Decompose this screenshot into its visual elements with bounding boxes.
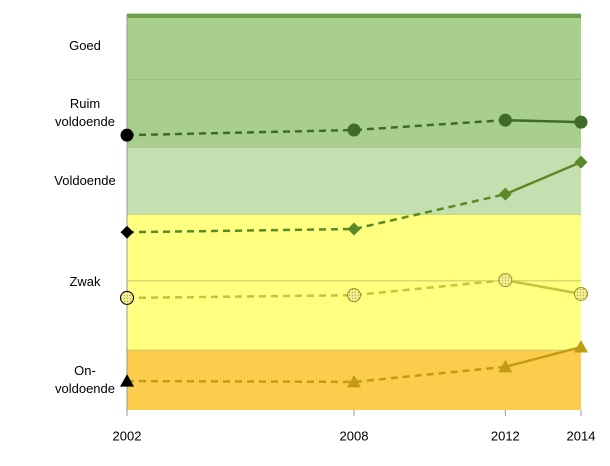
band-label: Goed — [69, 38, 101, 54]
marker — [347, 222, 361, 236]
line-solid — [504, 160, 582, 196]
x-tick-label: 2014 — [567, 428, 596, 443]
x-tick-label: 2008 — [340, 428, 369, 443]
line-dashed — [126, 278, 506, 300]
marker — [574, 340, 588, 353]
band — [127, 78, 581, 148]
line-solid — [505, 345, 582, 369]
marker — [347, 288, 361, 303]
marker — [120, 225, 134, 239]
marker — [498, 113, 512, 127]
marker — [574, 155, 588, 169]
marker — [498, 273, 513, 288]
band-label: Ruim voldoende — [55, 96, 115, 129]
marker — [574, 115, 588, 129]
x-tick-label: 2002 — [113, 428, 142, 443]
marker — [120, 128, 134, 142]
marker — [347, 123, 361, 137]
marker — [120, 374, 134, 387]
band-label: On-voldoende — [55, 362, 115, 396]
band-label: Zwak — [69, 273, 101, 289]
x-tick-label: 2012 — [491, 428, 520, 443]
top-strip — [127, 14, 581, 18]
marker — [347, 374, 361, 388]
marker — [498, 359, 513, 373]
band-label: Voldoende — [54, 172, 116, 188]
marker — [498, 187, 512, 201]
band — [127, 14, 581, 79]
marker — [120, 290, 134, 305]
marker — [574, 286, 588, 301]
line-dashed — [126, 192, 506, 234]
line-solid — [505, 118, 582, 124]
line-dashed — [126, 365, 506, 384]
line-solid — [505, 278, 582, 296]
line-dashed — [126, 118, 506, 137]
band — [127, 147, 581, 214]
